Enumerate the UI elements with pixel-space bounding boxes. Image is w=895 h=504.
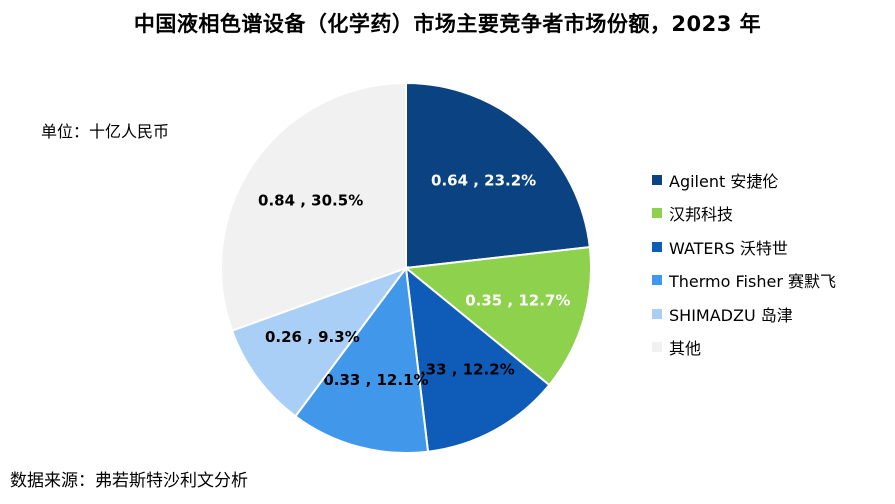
legend-item-4: SHIMADZU 岛津 xyxy=(652,297,836,331)
slice-data-label-5: 0.84 , 30.5% xyxy=(258,191,363,209)
pie-slice-4 xyxy=(230,265,409,418)
pie-slice-0 xyxy=(405,81,591,270)
pie-slice-3 xyxy=(293,265,430,454)
legend-swatch-5 xyxy=(652,342,662,353)
slice-data-label-4: 0.26 , 9.3% xyxy=(265,328,360,346)
legend-item-3: Thermo Fisher 赛默飞 xyxy=(652,264,836,298)
legend-label-0: Agilent 安捷伦 xyxy=(669,171,779,191)
pie-slice-1 xyxy=(403,246,592,387)
chart-legend: Agilent 安捷伦 汉邦科技 WATERS 沃特世 Thermo Fisher 赛… xyxy=(652,163,836,364)
legend-swatch-1 xyxy=(652,208,662,219)
legend-swatch-4 xyxy=(652,308,662,319)
unit-label: 单位：十亿人民币 xyxy=(41,122,170,141)
legend-item-1: 汉邦科技 xyxy=(652,197,836,231)
legend-swatch-3 xyxy=(652,275,662,286)
legend-label-5: 其他 xyxy=(669,339,702,359)
slice-data-label-3: 0.33 , 12.1% xyxy=(323,371,428,389)
legend-swatch-2 xyxy=(652,241,662,252)
pie-slice-5 xyxy=(220,81,407,332)
legend-label-1: 汉邦科技 xyxy=(669,205,734,225)
slice-data-label-1: 0.35 , 12.7% xyxy=(465,291,570,309)
legend-label-2: WATERS 沃特世 xyxy=(669,238,788,258)
source-note: 数据来源：弗若斯特沙利文分析 xyxy=(10,471,248,491)
chart-title: 中国液相色谱设备（化学药）市场主要竞争者市场份额，2023 年 xyxy=(133,12,762,36)
slice-data-label-0: 0.64 , 23.2% xyxy=(431,172,536,190)
legend-item-5: 其他 xyxy=(652,331,836,365)
legend-label-4: SHIMADZU 岛津 xyxy=(669,305,793,325)
legend-item-2: WATERS 沃特世 xyxy=(652,230,836,264)
legend-swatch-0 xyxy=(652,174,662,185)
legend-item-0: Agilent 安捷伦 xyxy=(652,163,836,197)
legend-label-3: Thermo Fisher 赛默飞 xyxy=(669,272,836,292)
slice-data-label-2: 0.33 , 12.2% xyxy=(410,361,515,379)
pie-slice-2 xyxy=(404,265,551,453)
